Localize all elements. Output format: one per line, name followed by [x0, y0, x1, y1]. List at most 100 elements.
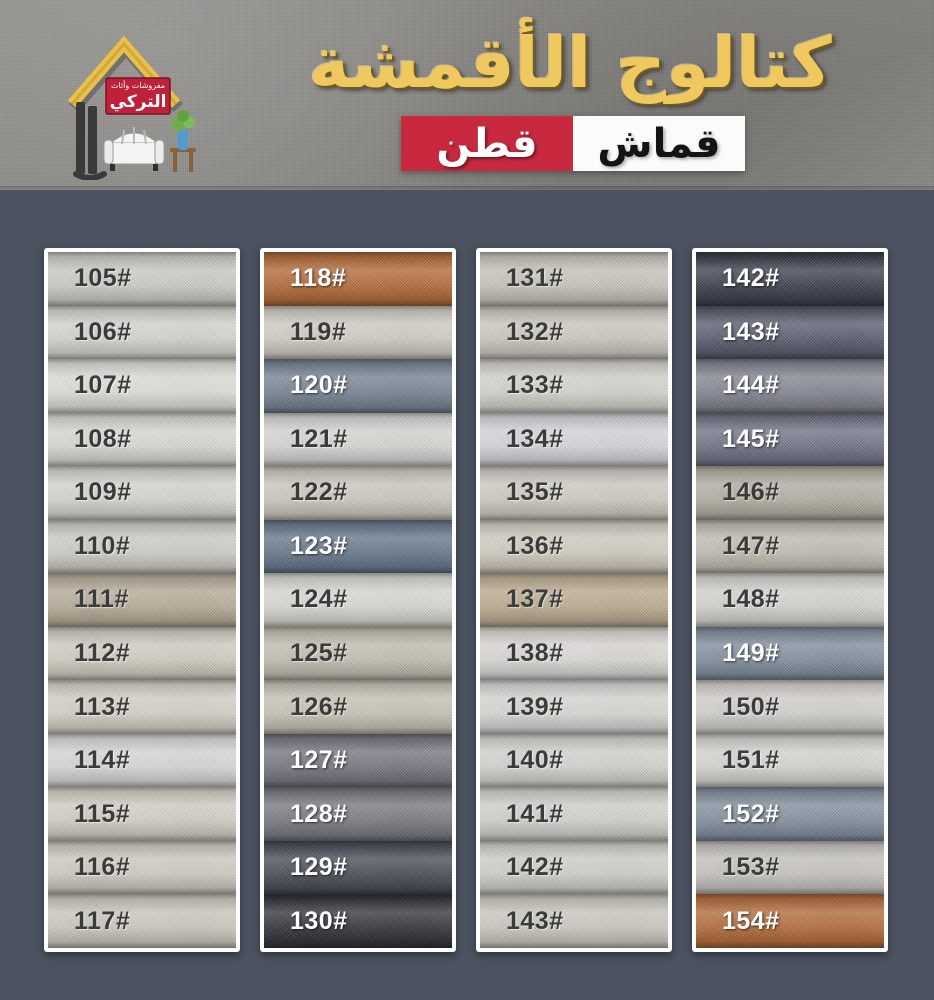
fabric-swatch[interactable]: 151# — [696, 733, 884, 788]
fabric-swatch[interactable]: 132# — [480, 305, 668, 360]
fabric-swatch[interactable]: 144# — [696, 359, 884, 413]
swatch-code-label: 129# — [290, 853, 348, 882]
fabric-swatch[interactable]: 133# — [480, 359, 668, 413]
swatch-code-label: 154# — [722, 906, 780, 935]
page-title: كتالوج الأقمشة — [308, 22, 832, 104]
fabric-swatch[interactable]: 124# — [264, 573, 452, 627]
fabric-swatch[interactable]: 113# — [48, 680, 236, 734]
catalog-body: 105# 106# 107# 108# 109# 110# 111# 112# 113# 114#… — [0, 190, 934, 1000]
fabric-swatch[interactable]: 119# — [264, 305, 452, 360]
fabric-swatch[interactable]: 152# — [696, 787, 884, 841]
swatch-code-label: 141# — [506, 799, 564, 828]
swatch-code-label: 109# — [74, 478, 132, 507]
fabric-swatch[interactable]: 143# — [480, 894, 668, 948]
swatch-code-label: 150# — [722, 692, 780, 721]
svg-text:التركي: التركي — [110, 92, 167, 112]
fabric-swatch[interactable]: 145# — [696, 412, 884, 467]
fabric-swatch[interactable]: 131# — [480, 252, 668, 306]
fabric-swatch[interactable]: 138# — [480, 626, 668, 681]
fabric-swatch[interactable]: 121# — [264, 412, 452, 467]
fabric-swatch[interactable]: 149# — [696, 626, 884, 681]
fabric-swatch[interactable]: 125# — [264, 626, 452, 681]
fabric-swatch[interactable]: 146# — [696, 466, 884, 520]
swatch-code-label: 122# — [290, 478, 348, 507]
fabric-swatch[interactable]: 129# — [264, 840, 452, 895]
fabric-swatch[interactable]: 127# — [264, 733, 452, 788]
fabric-swatch[interactable]: 126# — [264, 680, 452, 734]
swatch-code-label: 145# — [722, 424, 780, 453]
swatch-code-label: 119# — [290, 317, 347, 346]
swatch-code-label: 121# — [290, 424, 348, 453]
swatch-column: 131# 132# 133# 134# 135# 136# 137# 138# 139# 140#… — [476, 248, 672, 952]
fabric-swatch[interactable]: 141# — [480, 787, 668, 841]
fabric-swatch[interactable]: 139# — [480, 680, 668, 734]
swatch-code-label: 140# — [506, 746, 564, 775]
fabric-swatch[interactable]: 153# — [696, 840, 884, 895]
fabric-swatch[interactable]: 154# — [696, 894, 884, 948]
swatch-code-label: 132# — [506, 317, 564, 346]
swatch-column: 142# 143# 144# 145# 146# 147# 148# 149# 150# 151#… — [692, 248, 888, 952]
swatch-code-label: 144# — [722, 371, 780, 400]
subtitle-banner: قطن قماش — [401, 116, 745, 171]
swatch-code-label: 138# — [506, 638, 564, 667]
swatch-code-label: 117# — [74, 906, 131, 935]
swatch-code-label: 112# — [74, 638, 131, 667]
swatch-code-label: 147# — [722, 531, 780, 560]
swatch-code-label: 134# — [506, 424, 564, 453]
swatch-code-label: 151# — [722, 746, 780, 775]
swatch-code-label: 115# — [74, 799, 131, 828]
fabric-swatch[interactable]: 134# — [480, 412, 668, 467]
swatch-code-label: 127# — [290, 746, 348, 775]
fabric-swatch[interactable]: 137# — [480, 573, 668, 627]
swatch-code-label: 142# — [506, 853, 564, 882]
fabric-swatch[interactable]: 115# — [48, 787, 236, 841]
swatch-code-label: 114# — [74, 746, 131, 775]
fabric-swatch[interactable]: 123# — [264, 519, 452, 574]
fabric-swatch[interactable]: 105# — [48, 252, 236, 306]
fabric-swatch[interactable]: 128# — [264, 787, 452, 841]
swatch-code-label: 146# — [722, 478, 780, 507]
swatch-code-label: 130# — [290, 906, 348, 935]
swatch-code-label: 135# — [506, 478, 564, 507]
fabric-swatch[interactable]: 114# — [48, 733, 236, 788]
swatch-code-label: 143# — [506, 906, 564, 935]
subtitle-fabric-label: قماش — [573, 116, 745, 171]
swatch-code-label: 126# — [290, 692, 348, 721]
fabric-swatch[interactable]: 142# — [696, 252, 884, 306]
fabric-swatch[interactable]: 148# — [696, 573, 884, 627]
fabric-swatch[interactable]: 111# — [48, 573, 236, 627]
swatch-code-label: 106# — [74, 317, 132, 346]
swatch-code-label: 113# — [74, 692, 131, 721]
fabric-swatch[interactable]: 118# — [264, 252, 452, 306]
fabric-swatch[interactable]: 143# — [696, 305, 884, 360]
fabric-swatch[interactable]: 112# — [48, 626, 236, 681]
swatch-code-label: 123# — [290, 531, 348, 560]
fabric-swatch[interactable]: 130# — [264, 894, 452, 948]
fabric-swatch[interactable]: 110# — [48, 519, 236, 574]
fabric-swatch[interactable]: 122# — [264, 466, 452, 520]
fabric-swatch[interactable]: 136# — [480, 519, 668, 574]
fabric-swatch[interactable]: 117# — [48, 894, 236, 948]
fabric-swatch[interactable]: 120# — [264, 359, 452, 413]
fabric-swatch[interactable]: 107# — [48, 359, 236, 413]
catalog-header: مفروشات وأثاث التركي — [0, 0, 934, 190]
swatch-code-label: 120# — [290, 371, 348, 400]
swatch-code-label: 149# — [722, 638, 780, 667]
fabric-swatch[interactable]: 150# — [696, 680, 884, 734]
swatch-column: 118# 119# 120# 121# 122# 123# 124# 125# 126# 127#… — [260, 248, 456, 952]
header-divider — [0, 186, 934, 190]
fabric-swatch[interactable]: 116# — [48, 840, 236, 895]
fabric-swatch[interactable]: 109# — [48, 466, 236, 520]
swatch-column: 105# 106# 107# 108# 109# 110# 111# 112# 113# 114#… — [44, 248, 240, 952]
swatch-code-label: 107# — [74, 371, 132, 400]
swatch-code-label: 142# — [722, 264, 780, 293]
fabric-swatch[interactable]: 140# — [480, 733, 668, 788]
fabric-swatch[interactable]: 135# — [480, 466, 668, 520]
swatch-code-label: 118# — [290, 264, 347, 293]
fabric-swatch[interactable]: 147# — [696, 519, 884, 574]
fabric-swatch[interactable]: 142# — [480, 840, 668, 895]
fabric-swatch[interactable]: 108# — [48, 412, 236, 467]
fabric-swatch[interactable]: 106# — [48, 305, 236, 360]
swatch-code-label: 133# — [506, 371, 564, 400]
